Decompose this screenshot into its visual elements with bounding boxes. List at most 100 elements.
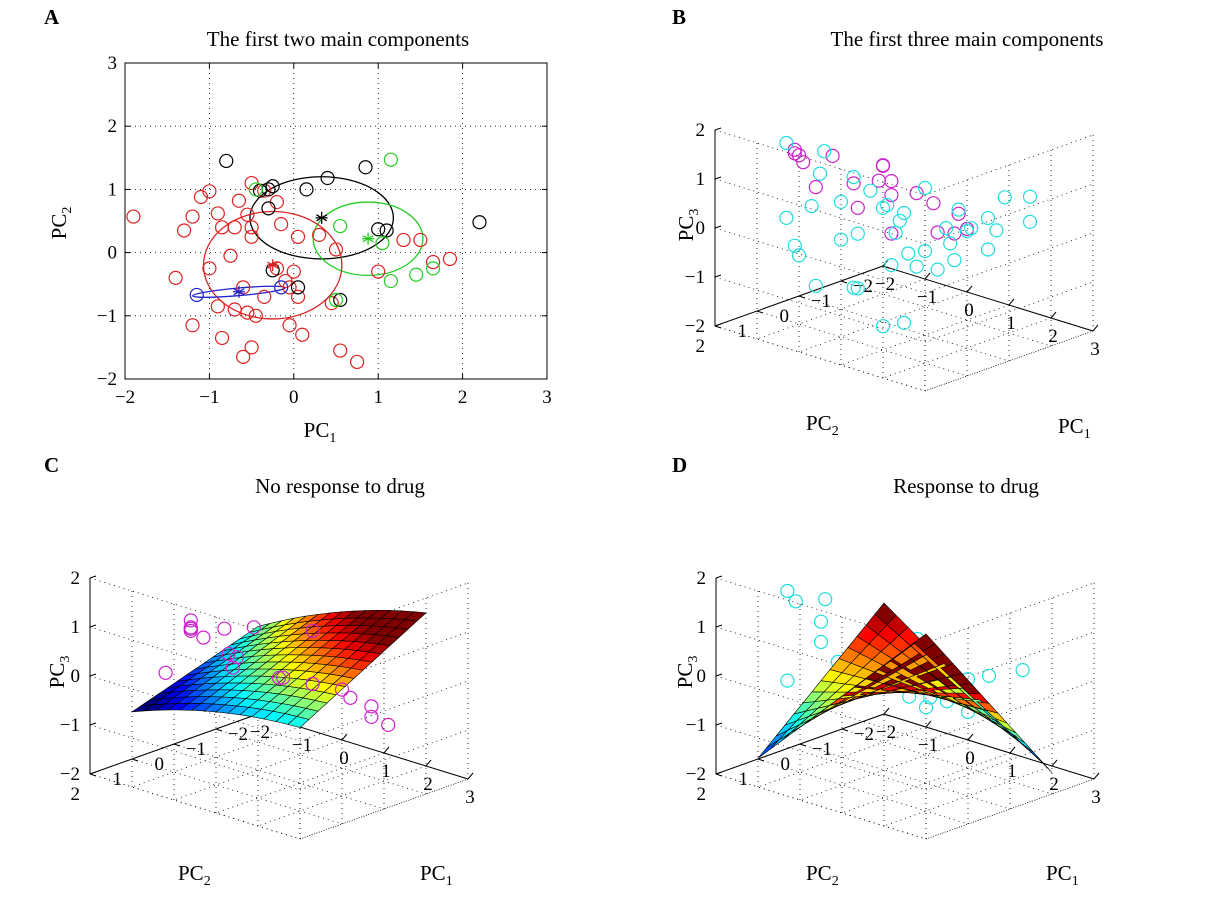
point-black	[299, 182, 314, 197]
panel-a-title: The first two main components	[207, 27, 469, 51]
x-tick-mark	[1008, 298, 1015, 306]
point-magenta	[884, 174, 899, 189]
point-magenta	[343, 690, 358, 705]
y-tick-mark	[89, 773, 97, 777]
point-magenta	[183, 613, 198, 628]
point-cyan	[1022, 214, 1038, 229]
point-magenta	[183, 623, 198, 639]
z-tick-mark	[715, 624, 723, 628]
x-tick-label: 0	[965, 748, 975, 769]
panel-a-ellipses	[192, 176, 424, 320]
point-cyan	[938, 221, 954, 236]
point-cyan	[917, 180, 933, 196]
centroid-red	[266, 259, 279, 272]
panel-b-ylabel: PC2	[806, 411, 839, 439]
x-tick-mark	[925, 720, 932, 728]
x-tick-label: 2	[1049, 774, 1059, 795]
z-tick-mark	[89, 722, 97, 726]
point-red	[312, 227, 327, 243]
point-red	[236, 349, 251, 364]
point-black	[358, 160, 373, 175]
point-red	[227, 220, 242, 235]
z-tick-label: −2	[686, 764, 706, 785]
x-tick-label: 3	[1090, 339, 1100, 360]
point-red	[328, 242, 344, 257]
point-red	[240, 207, 255, 222]
z-tick-mark	[715, 575, 723, 579]
y-tick-label: −1	[811, 291, 831, 312]
x-tick-label: 1	[1006, 313, 1016, 334]
point-cyan	[875, 200, 891, 215]
z-tick-mark	[89, 575, 97, 579]
point-red	[244, 220, 259, 235]
point-cyan	[818, 592, 833, 607]
point-magenta	[364, 709, 379, 725]
x-tick-mark	[1051, 759, 1058, 767]
x-tick-label: 3	[1091, 787, 1101, 808]
panel-c: C No response to drug −2−10123−2−1012−2−…	[44, 453, 475, 889]
x-tick-label: −1	[292, 735, 312, 756]
x-tick-label: 1	[1007, 761, 1017, 782]
point-red	[202, 184, 217, 199]
y-tick-mark	[715, 773, 723, 777]
panel-a-xlabel: PC1	[304, 418, 337, 446]
point-red	[371, 264, 386, 279]
point-cyan	[997, 190, 1012, 205]
point-magenta	[381, 717, 396, 733]
point-cyan	[779, 210, 794, 225]
centroid-green	[362, 232, 375, 245]
point-red	[210, 299, 225, 314]
panel-c-surface-and-points	[130, 609, 427, 733]
centroid-blue	[232, 285, 245, 298]
y-tick-label: 0	[780, 306, 790, 327]
y-tick-label: −2	[97, 369, 117, 390]
x-tick-mark	[1009, 746, 1016, 754]
point-cyan	[1022, 189, 1038, 204]
y-tick-mark	[757, 758, 765, 762]
point-cyan	[880, 197, 895, 213]
y-tick-label: 3	[108, 53, 118, 74]
surface-patch	[404, 611, 427, 622]
x-tick-mark	[967, 733, 974, 741]
point-cyan	[812, 166, 828, 181]
point-magenta	[246, 620, 261, 635]
y-tick-label: 1	[113, 769, 123, 790]
point-cyan	[780, 583, 795, 599]
point-magenta	[158, 665, 173, 680]
point-black	[379, 223, 394, 238]
point-cyan	[964, 221, 979, 236]
point-magenta	[364, 699, 379, 714]
panel-c-zlabel: PC3	[45, 656, 73, 689]
point-magenta	[796, 155, 811, 170]
point-green	[383, 273, 398, 289]
point-red	[286, 264, 301, 279]
grid-z-back	[714, 129, 926, 196]
point-cyan	[875, 319, 891, 334]
point-red	[126, 209, 141, 224]
panel-d-title: Response to drug	[893, 474, 1039, 498]
point-cyan	[980, 210, 996, 226]
centroid-black	[315, 211, 328, 224]
z-tick-label: 1	[697, 617, 707, 638]
x-tick-label: 2	[1048, 326, 1058, 347]
point-red	[413, 232, 428, 248]
point-cyan	[980, 242, 996, 257]
point-cyan	[788, 594, 803, 609]
point-red	[257, 289, 272, 304]
z-tick-label: 2	[697, 568, 707, 589]
point-magenta	[225, 660, 240, 675]
panel-d-surface-and-points	[757, 583, 1053, 773]
point-black	[290, 280, 306, 295]
point-magenta	[884, 188, 899, 203]
y-tick-mark	[714, 325, 722, 329]
surface-patch	[1030, 751, 1053, 773]
x-tick-label: −2	[876, 722, 896, 743]
point-cyan	[780, 673, 795, 688]
x-tick-label: 0	[289, 387, 299, 408]
point-green	[425, 261, 441, 276]
y-tick-mark	[883, 713, 891, 717]
x-tick-label: 2	[458, 387, 468, 408]
point-red	[333, 343, 348, 358]
point-cyan	[947, 253, 962, 268]
point-red	[442, 251, 458, 267]
